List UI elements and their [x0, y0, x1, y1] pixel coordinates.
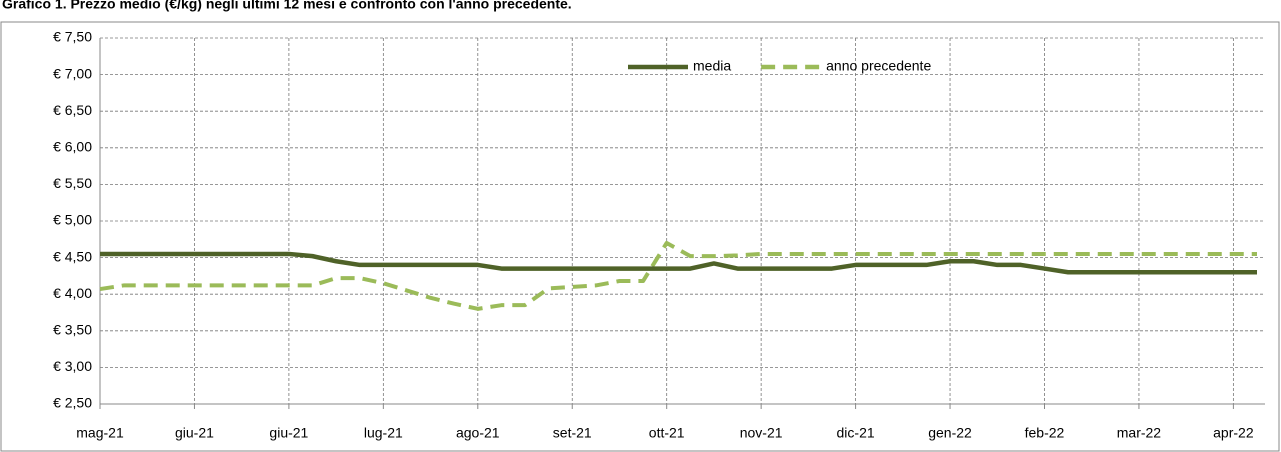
- y-tick-label: € 7,50: [53, 29, 92, 45]
- x-tick-label: gen-22: [928, 425, 972, 441]
- y-tick-label: € 4,50: [53, 248, 92, 264]
- x-tick-label: apr-22: [1213, 425, 1254, 441]
- x-tick-label: giu-21: [175, 425, 214, 441]
- y-tick-label: € 2,50: [53, 395, 92, 411]
- y-tick-label: € 5,50: [53, 175, 92, 191]
- x-tick-label: ago-21: [456, 425, 500, 441]
- y-tick-label: € 7,00: [53, 65, 92, 81]
- x-tick-label: set-21: [553, 425, 592, 441]
- series-line: [100, 251, 1257, 275]
- chart-title: Grafico 1. Prezzo medio (€/kg) negli ult…: [2, 0, 572, 12]
- x-tick-label: mag-21: [76, 425, 124, 441]
- x-tick-label: lug-21: [364, 425, 403, 441]
- chart-frame: [0, 21, 1280, 452]
- x-tick-label: feb-22: [1025, 425, 1065, 441]
- series-line: [99, 240, 1257, 311]
- x-tick-label: dic-21: [837, 425, 875, 441]
- y-tick-label: € 4,00: [53, 285, 92, 301]
- y-tick-label: € 6,00: [53, 139, 92, 155]
- x-tick-label: nov-21: [740, 425, 783, 441]
- x-tick-label: mar-22: [1117, 425, 1162, 441]
- x-tick-label: giu-21: [269, 425, 308, 441]
- y-tick-label: € 6,50: [53, 102, 92, 118]
- x-tick-label: ott-21: [649, 425, 685, 441]
- y-tick-label: € 3,00: [53, 358, 92, 374]
- y-tick-label: € 5,00: [53, 212, 92, 228]
- legend-label: anno precedente: [826, 58, 931, 74]
- legend-label: media: [693, 58, 731, 74]
- y-tick-label: € 3,50: [53, 322, 92, 338]
